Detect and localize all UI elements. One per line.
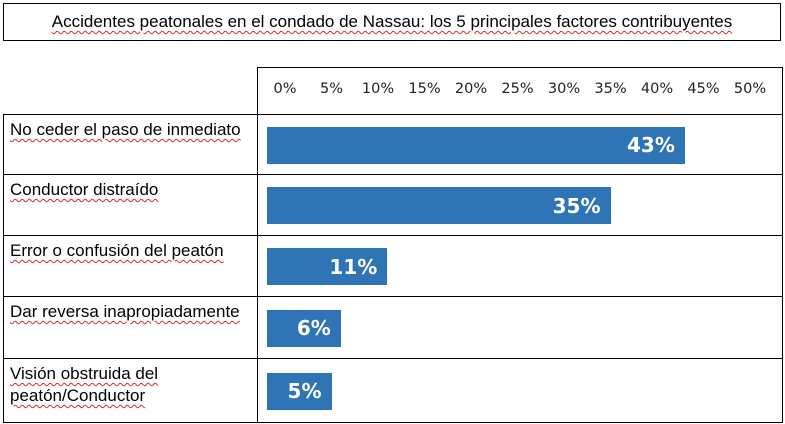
bar: [267, 372, 332, 410]
x-tick-label: 25%: [501, 81, 534, 97]
x-tick-label: 5%: [319, 81, 344, 97]
bar-data-label: 11%: [329, 254, 378, 279]
bar: [267, 187, 611, 224]
plot-row: 11%: [257, 235, 783, 297]
plot-row: 6%: [257, 296, 783, 359]
x-tick-label: 35%: [594, 81, 627, 97]
x-tick-label: 0%: [273, 81, 297, 97]
plot-row: 5%: [257, 358, 783, 423]
x-tick-label: 30%: [547, 81, 581, 97]
chart-table: 0% 5% 10% 15% 20% 25% 30% 35% 40% 45% 50% No ceder…: [3, 67, 783, 423]
category-label: Visión obstruida del peatón/Conductor: [3, 358, 258, 423]
x-tick-label: 45%: [687, 81, 720, 97]
x-axis: 0% 5% 10% 15% 20% 25% 30% 35% 40% 45% 50%: [257, 67, 783, 115]
chart-title: Accidentes peatonales en el condado de N…: [3, 3, 781, 41]
x-tick-label: 15%: [408, 81, 441, 97]
category-label: Conductor distraído: [3, 174, 258, 236]
bar-data-label: 35%: [552, 193, 601, 218]
x-tick-label: 40%: [640, 81, 674, 97]
bar-data-label: 6%: [296, 316, 331, 340]
x-tick-label: 10%: [361, 81, 395, 97]
x-tick-label: 20%: [454, 81, 488, 97]
x-tick-label: 50%: [733, 81, 767, 97]
bar-data-label: 5%: [287, 379, 322, 403]
corner-cell: [4, 68, 258, 115]
plot-row: 35%: [257, 174, 783, 236]
bar: [267, 309, 341, 347]
bar: [267, 126, 685, 164]
chart-title-text: Accidentes peatonales en el condado de N…: [51, 12, 733, 31]
category-label: Error o confusión del peatón: [3, 235, 258, 297]
bar-data-label: 43%: [627, 133, 675, 157]
category-label: No ceder el paso de inmediato: [3, 114, 258, 175]
category-label: Dar reversa inapropiadamente: [3, 296, 258, 359]
bar: [267, 248, 388, 285]
plot-row: 43%: [257, 114, 783, 175]
